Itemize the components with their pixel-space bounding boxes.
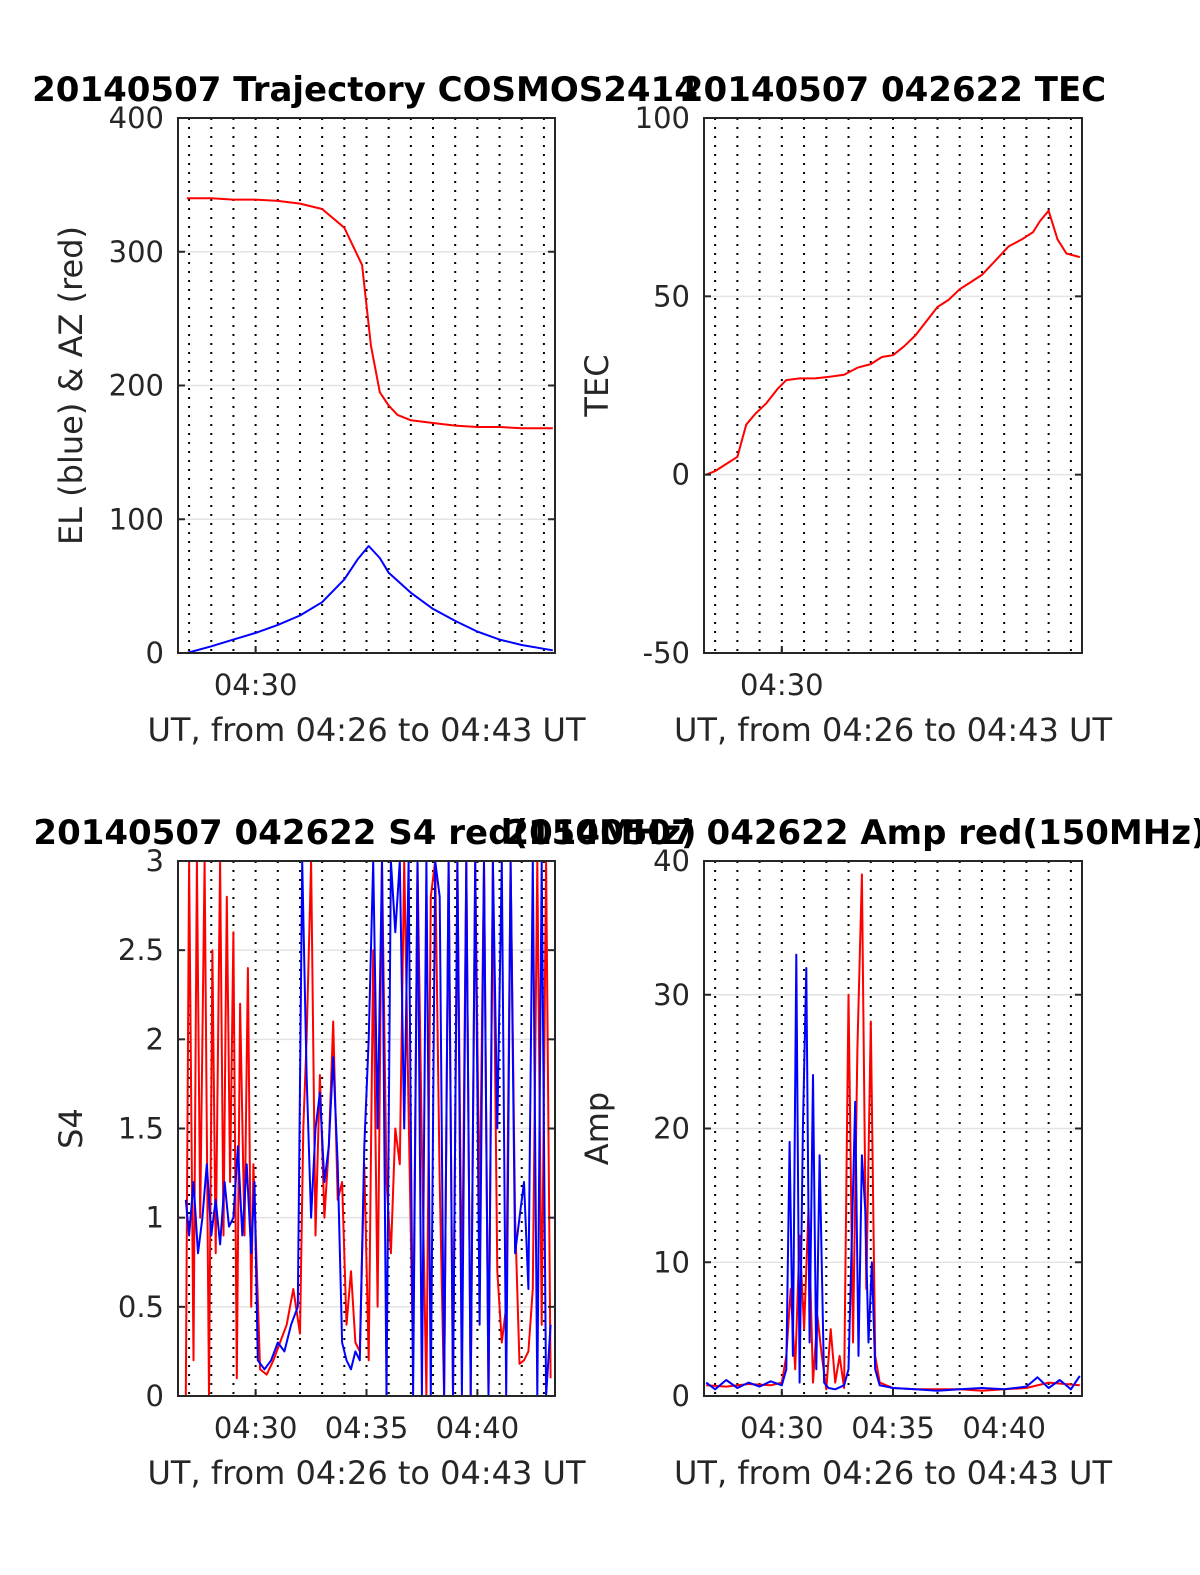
- y-tick-label: 200: [109, 369, 164, 403]
- x-tick-label: 04:30: [214, 668, 298, 702]
- y-tick-label: 300: [109, 235, 164, 269]
- axes-box: [703, 117, 1083, 654]
- x-tick-label: 04:30: [740, 1411, 824, 1445]
- y-tick-label: 50: [653, 279, 690, 313]
- y-tick-label: 10: [653, 1245, 690, 1279]
- series-line-red: [186, 197, 553, 430]
- y-tick-label: 3: [146, 844, 164, 878]
- y-tick-label: 1.5: [118, 1112, 164, 1146]
- y-tick-label: 30: [653, 978, 690, 1012]
- y-axis-label: EL (blue) & AZ (red): [52, 226, 90, 545]
- panel-s4: 0 0.5 1 1.5 2 2.5 3 04:30 04:35 04:40 UT, from 04:…: [33, 813, 696, 1492]
- x-tick-label: 04:35: [325, 1411, 409, 1445]
- x-axis-label: UT, from 04:26 to 04:43 UT: [674, 711, 1112, 749]
- y-tick-label: 400: [109, 101, 164, 135]
- series-line-blue: [186, 545, 553, 653]
- y-tick-label: 2.5: [118, 933, 164, 967]
- series-group: [186, 197, 553, 653]
- panel-amp: 0 10 20 30 40 04:30 04:35 04:40 UT, from 04:26 t…: [505, 813, 1200, 1492]
- y-tick-label: -50: [643, 636, 690, 670]
- x-axis-label: UT, from 04:26 to 04:43 UT: [674, 1454, 1112, 1492]
- y-tick-label: 100: [635, 101, 690, 135]
- y-tick-label: 0: [146, 1379, 164, 1413]
- panel-tec: -50 0 50 100 04:30 UT, from 04:26 to 04:43 UT…: [578, 70, 1112, 749]
- x-axis-label: UT, from 04:26 to 04:43 UT: [148, 1454, 586, 1492]
- y-tick-label: 2: [146, 1022, 164, 1056]
- y-tick-label: 0.5: [118, 1290, 164, 1324]
- x-tick-label: 04:40: [962, 1411, 1046, 1445]
- chart-title: 20140507 042622 TEC: [680, 70, 1106, 110]
- series-group: [705, 873, 1081, 1392]
- y-axis-label: S4: [52, 1108, 90, 1149]
- y-tick-label: 1: [146, 1201, 164, 1235]
- chart-title: 20140507 Trajectory COSMOS2414: [32, 70, 698, 110]
- y-axis-label: TEC: [578, 354, 616, 417]
- x-tick-label: 04:35: [851, 1411, 935, 1445]
- series-line-blue: [705, 953, 1081, 1392]
- series-group: [705, 209, 1081, 476]
- y-axis-label: Amp: [578, 1092, 616, 1165]
- y-tick-label: 20: [653, 1112, 690, 1146]
- x-axis-label: UT, from 04:26 to 04:43 UT: [148, 711, 586, 749]
- x-tick-label: 04:30: [740, 668, 824, 702]
- chart-title: 20140507 042622 S4 red(150MHz): [33, 813, 696, 853]
- panel-trajectory: 0 100 200 300 400 04:30 UT, from 04:26 to 04:4…: [32, 70, 698, 749]
- series-line-red: [706, 873, 1080, 1392]
- y-tick-label: 0: [672, 458, 690, 492]
- x-tick-label: 04:40: [436, 1411, 520, 1445]
- chart-title: 20140507 042622 Amp red(150MHz): [505, 813, 1200, 853]
- y-tick-label: 40: [653, 844, 690, 878]
- y-tick-label: 0: [672, 1379, 690, 1413]
- y-tick-label: 0: [146, 636, 164, 670]
- series-group: [184, 861, 552, 1396]
- series-line-blue: [184, 861, 552, 1396]
- y-tick-label: 100: [109, 502, 164, 536]
- x-tick-label: 04:30: [214, 1411, 298, 1445]
- series-line-red: [705, 209, 1081, 476]
